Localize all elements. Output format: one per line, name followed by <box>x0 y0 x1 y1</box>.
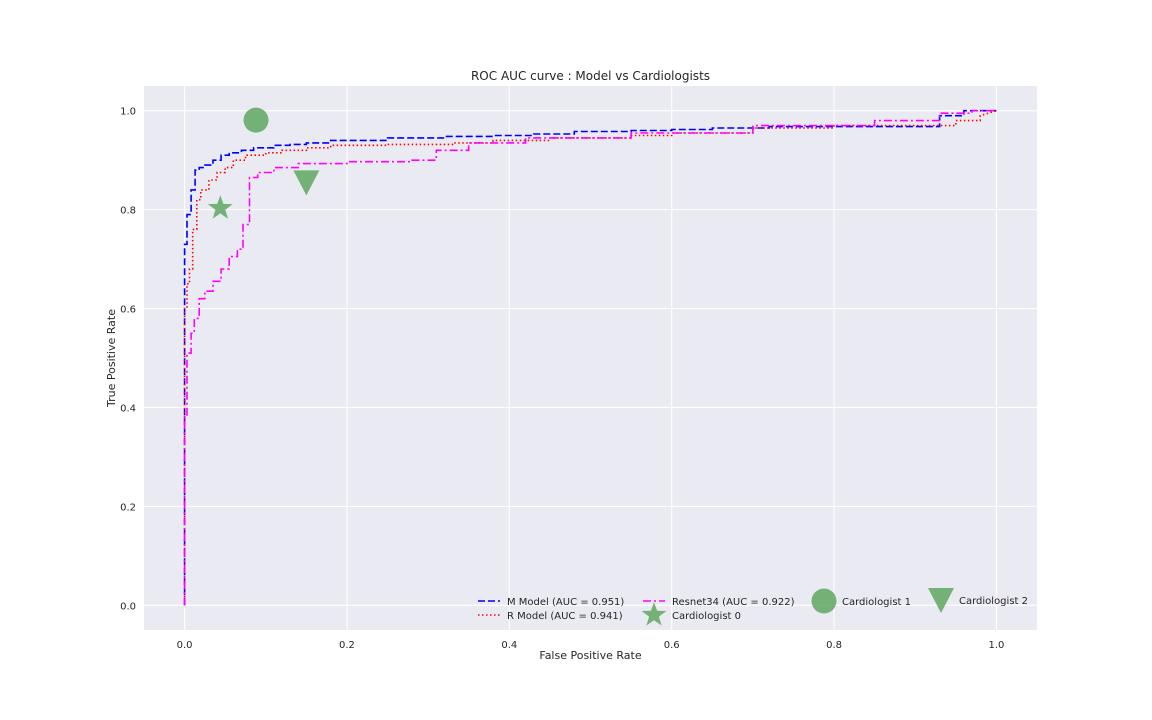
x-tick-label: 0.4 <box>501 640 517 651</box>
marker-layer <box>207 107 320 219</box>
series-line <box>183 109 997 606</box>
cardiologist-marker <box>243 107 269 133</box>
x-tick-label: 0.2 <box>339 640 355 651</box>
cardiologist-marker <box>207 195 233 219</box>
y-tick-label: 0.8 <box>120 206 136 217</box>
legend-label: Cardiologist 1 <box>842 597 911 608</box>
plot-area <box>144 86 1037 630</box>
x-tick-label: 0.6 <box>664 640 680 651</box>
chart-title: ROC AUC curve : Model vs Cardiologists <box>471 69 710 83</box>
series-line <box>183 109 997 606</box>
legend-label: M Model (AUC = 0.951) <box>507 597 624 608</box>
legend-marker <box>641 602 667 626</box>
legend-label: Cardiologist 2 <box>959 596 1028 607</box>
x-tick-label: 0.0 <box>177 640 193 651</box>
y-tick-label: 0.6 <box>120 305 136 316</box>
legend-marker <box>928 588 954 613</box>
y-tick-label: 0.2 <box>120 502 136 513</box>
y-tick-label: 0.4 <box>120 403 136 414</box>
cardiologist-marker <box>293 170 320 196</box>
x-axis-label: False Positive Rate <box>539 649 641 662</box>
x-tick-label: 1.0 <box>988 640 1004 651</box>
legend-label: Cardiologist 0 <box>672 611 741 622</box>
legend: M Model (AUC = 0.951) R Model (AUC = 0.94… <box>478 588 1028 626</box>
series-line <box>183 109 997 606</box>
y-tick-label: 1.0 <box>120 107 136 118</box>
x-tick-label: 0.8 <box>826 640 842 651</box>
legend-marker <box>811 588 837 614</box>
series-layer <box>183 109 997 606</box>
y-axis-label: True Positive Rate <box>105 309 118 408</box>
y-tick-label: 0.0 <box>120 601 136 612</box>
legend-label: Resnet34 (AUC = 0.922) <box>672 597 795 608</box>
legend-label: R Model (AUC = 0.941) <box>507 611 623 622</box>
grid <box>144 86 1037 630</box>
tick-labels: 0.0 0.2 0.4 0.6 0.8 1.0 0.0 0.2 0.4 0.6 0.8 1.0 <box>120 107 1004 651</box>
